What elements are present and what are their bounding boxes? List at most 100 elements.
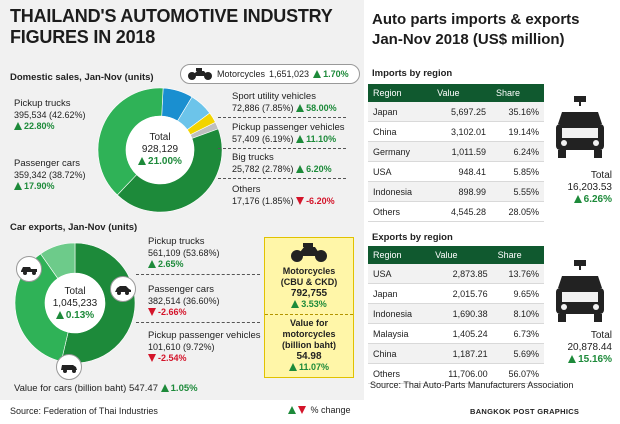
up-arrow-icon — [288, 363, 297, 371]
table-cell: 5,697.25 — [432, 102, 491, 122]
car-exports-heading: Car exports, Jan-Nov (units) — [10, 222, 138, 233]
table-cell: 56.07% — [492, 363, 544, 384]
up-arrow-icon — [296, 165, 305, 173]
domestic-sales-donut — [97, 87, 223, 213]
slice-change: 17.90% — [14, 181, 86, 192]
exports-table: Region Value Share USA 2,873.85 13.76% Japan 2,… — [368, 246, 544, 384]
moto-value-line2: motorcycles — [282, 329, 336, 339]
slice-name: Pickup trucks — [14, 98, 71, 109]
exports-total-value: 1,045,233 — [52, 298, 98, 309]
table-row: Malaysia 1,405.24 6.73% — [368, 323, 544, 344]
exports-ppv-label: Pickup passenger vehicles 101,610 (9.72%… — [148, 330, 260, 364]
table-cell: 19.14% — [491, 121, 544, 142]
divider — [218, 148, 346, 149]
truck-container-icon — [556, 260, 604, 322]
up-arrow-icon — [296, 104, 305, 112]
table-cell: 5.85% — [491, 161, 544, 182]
slice-change: -2.54% — [148, 353, 260, 364]
exports-parts-total-label: Total — [590, 330, 612, 341]
table-cell: 6.24% — [491, 141, 544, 162]
parts-title: Auto parts imports & exports Jan-Nov 201… — [372, 10, 580, 50]
table-cell: Germany — [368, 141, 433, 162]
parts-title-line2: Jan-Nov 2018 (US$ million) — [372, 31, 565, 48]
slice-value: 561,109 (53.68%) — [148, 248, 220, 258]
domestic-total-label: Total — [149, 132, 171, 143]
up-arrow-icon — [138, 157, 147, 165]
source-text: Source: Federation of Thai Industries — [10, 406, 158, 416]
column-header: Value — [432, 84, 491, 102]
slice-value: 395,534 (42.62%) — [14, 110, 86, 120]
up-arrow-icon — [568, 355, 577, 363]
cars-value-change: 1.05% — [160, 383, 198, 394]
domestic-total-change: 21.00% — [128, 156, 192, 168]
imports-table: Region Value Share Japan 5,697.25 35.16% China… — [368, 84, 544, 222]
donut-hole — [126, 116, 194, 184]
up-arrow-icon — [148, 260, 156, 268]
table-cell: 1,405.24 — [430, 323, 493, 344]
table-header-row: Region Value Share — [368, 246, 544, 264]
cars-value: Value for cars (billion baht) 547.47 1.0… — [14, 383, 198, 394]
slice-name: Pickup passenger vehicles — [148, 330, 261, 341]
moto-export-change: 3.53% — [265, 299, 353, 310]
slice-value: 359,342 (38.72%) — [14, 170, 86, 180]
table-cell: 1,187.21 — [430, 343, 493, 364]
table-row: Japan 5,697.25 35.16% — [368, 102, 544, 122]
table-cell: 898.99 — [432, 181, 491, 202]
imports-total-value: 16,203.53 — [567, 182, 613, 193]
down-arrow-icon — [296, 197, 305, 205]
table-cell: 2,015.76 — [430, 283, 493, 304]
table-cell: 35.16% — [491, 102, 544, 122]
slice-name: Passenger cars — [14, 158, 81, 169]
table-cell: Indonesia — [368, 303, 431, 324]
exports-parts-total: Total 20,878.44 15.16% — [546, 330, 613, 366]
title-line-1: THAILAND'S AUTOMOTIVE INDUSTRY — [10, 6, 333, 26]
down-arrow-icon — [298, 406, 306, 414]
table-header-row: Region Value Share — [368, 84, 544, 102]
slice-name: Others — [232, 184, 261, 195]
table-cell: 9.65% — [492, 283, 544, 304]
exports-total-label: Total — [64, 286, 86, 297]
ppv-icon — [56, 354, 82, 380]
divider — [136, 274, 260, 275]
slice-value-row: 57,409 (6.19%) 11.10% — [232, 134, 337, 144]
credit: BANGKOK POST GRAPHICS — [470, 407, 580, 416]
table-row: Indonesia 898.99 5.55% — [368, 181, 544, 202]
table-cell: 13.76% — [492, 264, 544, 284]
table-cell: 2,873.85 — [430, 264, 493, 284]
table-cell: 6.73% — [492, 323, 544, 344]
table-cell: Others — [368, 201, 433, 222]
exports-total-change: 0.13% — [42, 310, 108, 322]
table-cell: Japan — [368, 283, 431, 304]
exports-passenger-label: Passenger cars 382,514 (36.60%) -2.66% — [148, 284, 220, 318]
domestic-others-label: Others 17,176 (1.85%) -6.20% — [232, 184, 335, 207]
table-cell: Malaysia — [368, 323, 431, 344]
table-cell: USA — [368, 161, 433, 182]
domestic-ppv-label: Pickup passenger vehicles 57,409 (6.19%)… — [232, 122, 344, 145]
table-cell: 3,102.01 — [432, 121, 491, 142]
slice-name: Big trucks — [232, 152, 274, 163]
exports-parts-total-change: 15.16% — [546, 354, 612, 366]
table-cell: 1,690.38 — [430, 303, 493, 324]
motorcycles-export-box: Motorcycles (CBU & CKD) 792,755 3.53% Va… — [264, 237, 354, 378]
domestic-pickup-label: Pickup trucks 395,534 (42.62%) 22.80% — [14, 98, 86, 132]
slice-value-row: 17,176 (1.85%) -6.20% — [232, 196, 335, 206]
divider — [136, 322, 260, 323]
exports-pickup-label: Pickup trucks 561,109 (53.68%) 2.65% — [148, 236, 220, 270]
table-cell: China — [368, 343, 431, 364]
imports-heading: Imports by region — [372, 68, 453, 79]
table-cell: USA — [368, 264, 431, 284]
cars-value-number: 547.47 — [128, 383, 158, 394]
table-row: Japan 2,015.76 9.65% — [368, 283, 544, 304]
up-arrow-icon — [573, 195, 582, 203]
imports-total-label: Total — [590, 170, 612, 181]
motorcycles-domestic-label: Motorcycles — [217, 69, 266, 79]
up-arrow-icon — [291, 300, 300, 308]
domestic-total-value: 928,129 — [141, 144, 179, 155]
up-arrow-icon — [14, 122, 22, 130]
parts-source: Source: Thai Auto-Parts Manufacturers As… — [370, 380, 574, 390]
moto-value-change: 11.07% — [265, 362, 353, 373]
moto-value-number: 54.98 — [296, 351, 322, 362]
domestic-bigtrucks-label: Big trucks 25,782 (2.78%) 6.20% — [232, 152, 332, 175]
moto-value-section: Value for motorcycles (billion baht) 54.… — [265, 314, 353, 377]
slice-change: 2.65% — [148, 259, 220, 270]
